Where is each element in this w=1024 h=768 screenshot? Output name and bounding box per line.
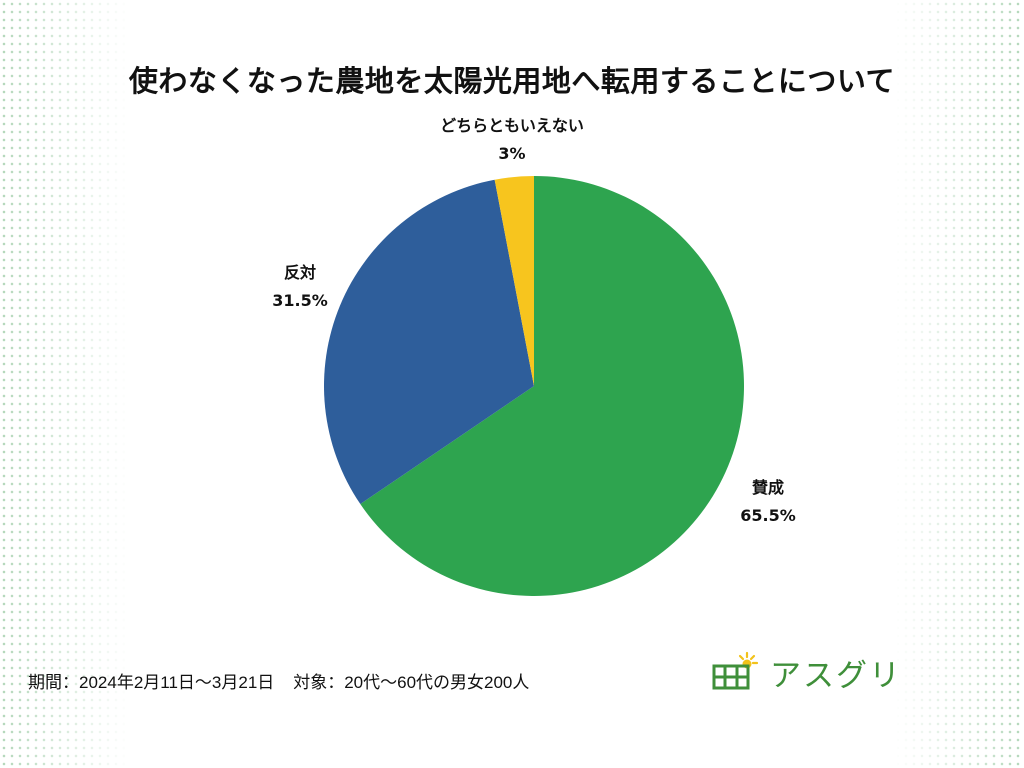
slice-label: 賛成 (752, 478, 784, 497)
slice-label: どちらともいえない (440, 116, 584, 135)
dot-pattern-right (894, 0, 1024, 768)
pie-slice (360, 176, 744, 596)
logo-text: アスグリ (770, 657, 902, 694)
dot-pattern-left (0, 0, 130, 768)
survey-info: 期間：2024年2月11日～3月21日 対象：20代～60代の男女200人 (28, 668, 529, 693)
brand-logo: アスグリ (710, 650, 902, 694)
target-label: 対象： (293, 673, 345, 692)
period-label: 期間： (28, 673, 79, 692)
pie-slice (324, 179, 534, 505)
slice-value: 65.5% (740, 506, 796, 525)
pie-slice (494, 176, 534, 386)
solar-panel-sun-icon (712, 651, 759, 690)
chart-title: 使わなくなった農地を太陽光用地へ転用することについて (128, 64, 896, 98)
target-value: 20代～60代の男女200人 (344, 673, 530, 692)
slice-value: 31.5% (272, 291, 328, 310)
slice-value: 3% (498, 144, 525, 163)
slice-label: 反対 (284, 263, 316, 282)
period-value: 2024年2月11日～3月21日 (79, 673, 275, 692)
